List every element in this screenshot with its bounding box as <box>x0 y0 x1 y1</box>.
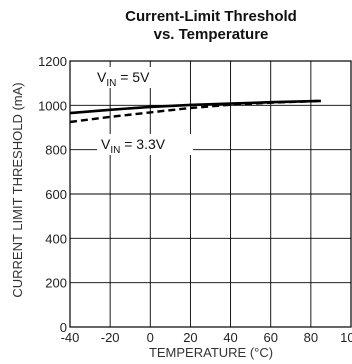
chart-title-line-1: Current-Limit Threshold <box>125 8 297 25</box>
x-tick-label: -20 <box>101 330 120 345</box>
x-axis-label: TEMPERATURE (°C) <box>149 345 273 360</box>
legend-label-3-3v: VIN = 3.3V <box>97 134 193 156</box>
y-tick-label: 0 <box>60 320 67 335</box>
y-tick-label: 200 <box>45 276 67 291</box>
series-line-3-3v <box>69 99 321 124</box>
x-tick-label: 60 <box>263 330 277 345</box>
x-tick-label: 20 <box>183 330 197 345</box>
y-tick-label: 400 <box>45 231 67 246</box>
chart-title-line-2: vs. Temperature <box>154 26 269 43</box>
series-layer <box>69 99 321 124</box>
x-tick-label: 40 <box>223 330 237 345</box>
legend-label-5v: VIN = 5V <box>93 67 167 89</box>
y-tick-label: 600 <box>45 187 67 202</box>
x-tick-label: 80 <box>304 330 318 345</box>
y-axis-label: CURRENT LIMIT THRESHOLD (mA) <box>10 82 25 297</box>
y-tick-label: 800 <box>45 143 67 158</box>
label-background <box>97 134 193 155</box>
tick-labels: -40-20020406080100020040060080010001200 <box>38 54 352 345</box>
series-label-text: VIN = 5V <box>97 69 150 89</box>
label-background <box>93 67 167 88</box>
x-tick-label: 100 <box>340 330 352 345</box>
y-tick-label: 1000 <box>38 98 67 113</box>
x-tick-label: -40 <box>61 330 80 345</box>
plot-frame <box>69 60 352 328</box>
series-label-text: VIN = 3.3V <box>101 136 166 156</box>
x-tick-label: 0 <box>147 330 154 345</box>
y-tick-label: 1200 <box>38 54 67 69</box>
